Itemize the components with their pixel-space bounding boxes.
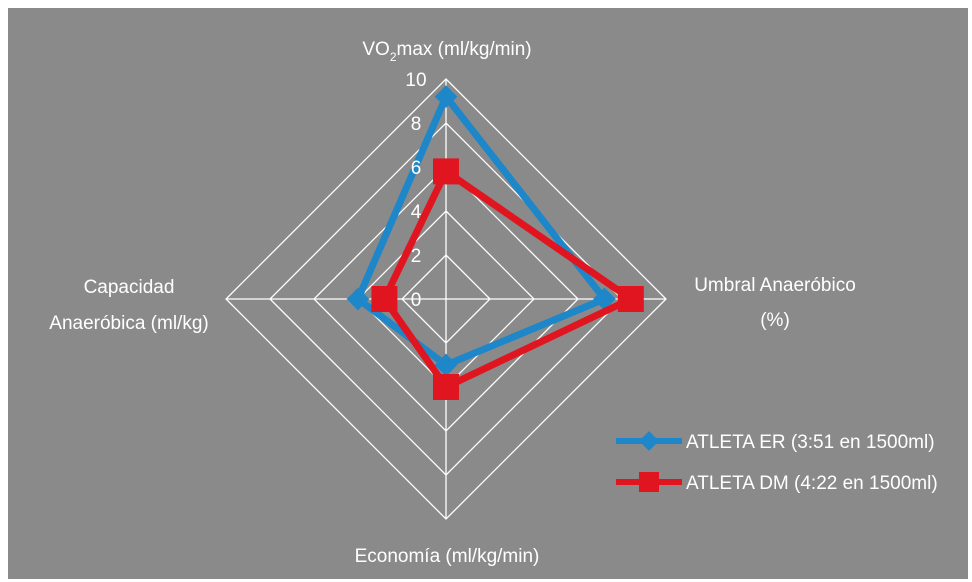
tick-label: 4 [411, 202, 422, 223]
axis-label-umbral-unit: (%) [760, 310, 790, 331]
series-1 [371, 158, 644, 400]
chart-background [8, 8, 968, 579]
axis-label-economia: Economía (ml/kg/min) [355, 546, 540, 567]
legend-marker-er [639, 431, 659, 451]
tick-labels: 0 2 4 6 8 10 [405, 70, 426, 311]
data-point [617, 286, 644, 312]
tick-label: 6 [411, 158, 422, 179]
data-point [593, 287, 616, 311]
legend-item-dm: ATLETA DM (4:22 en 1500ml) [616, 472, 938, 494]
axis-label-capacidad: Capacidad [84, 277, 175, 298]
data-point [434, 85, 458, 108]
axis-label-capacidad-unit: Anaeróbica (ml/kg) [49, 313, 208, 334]
series-line [353, 89, 610, 369]
data-point [433, 374, 459, 400]
series-layer [346, 85, 644, 400]
data-point [346, 287, 370, 311]
legend-label-er: ATLETA ER (3:51 en 1500ml) [686, 432, 935, 453]
legend-marker-dm [639, 472, 659, 492]
axis-label-vo2max: VO2max (ml/kg/min) [362, 39, 531, 64]
tick-label: 0 [411, 290, 422, 311]
legend: ATLETA ER (3:51 en 1500ml) ATLETA DM (4:… [616, 431, 938, 494]
legend-item-er: ATLETA ER (3:51 en 1500ml) [616, 431, 935, 453]
tick-label: 2 [411, 246, 422, 267]
data-point [433, 158, 459, 185]
tick-label: 8 [411, 114, 422, 135]
series-0 [346, 85, 616, 377]
tick-label: 10 [405, 70, 426, 91]
data-point [371, 286, 398, 312]
axis-label-umbral: Umbral Anaeróbico [694, 275, 856, 296]
data-point [434, 353, 458, 377]
legend-label-dm: ATLETA DM (4:22 en 1500ml) [686, 473, 938, 494]
